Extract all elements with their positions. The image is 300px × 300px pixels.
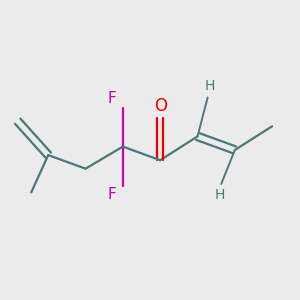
Text: F: F bbox=[108, 91, 117, 106]
Text: O: O bbox=[154, 97, 167, 115]
Text: H: H bbox=[204, 79, 214, 93]
Text: H: H bbox=[214, 188, 225, 202]
Text: F: F bbox=[108, 187, 117, 202]
